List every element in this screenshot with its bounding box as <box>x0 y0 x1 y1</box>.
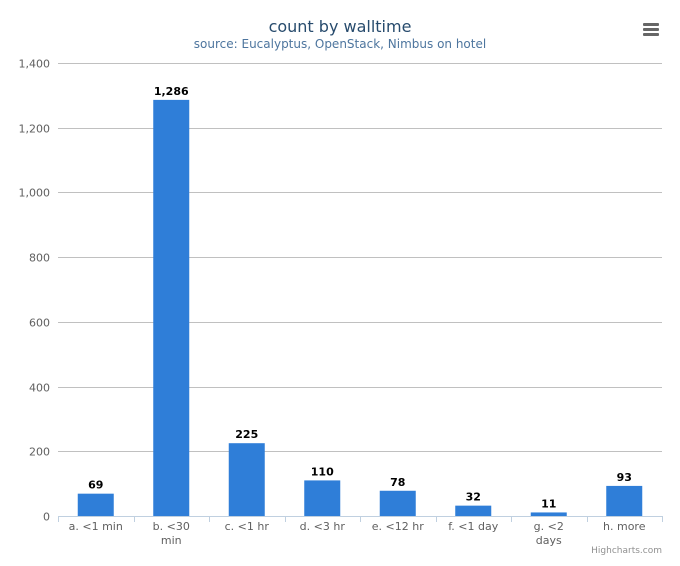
y-tick-label: 1,000 <box>19 187 51 200</box>
x-tick-label: d. <3 hr <box>300 520 346 533</box>
y-tick-label: 1,400 <box>19 58 51 71</box>
y-tick-label: 400 <box>29 382 50 395</box>
data-label: 32 <box>466 491 481 504</box>
data-label: 225 <box>235 428 258 441</box>
chart-title: count by walltime <box>269 17 412 36</box>
chart-subtitle: source: Eucalyptus, OpenStack, Nimbus on… <box>194 37 486 51</box>
x-tick-label: h. more <box>603 520 646 533</box>
data-label: 11 <box>541 497 556 510</box>
grid-lines <box>58 63 663 522</box>
data-label: 1,286 <box>154 85 189 98</box>
x-tick-label: f. <1 day <box>448 520 499 533</box>
bar[interactable] <box>379 490 416 516</box>
bar[interactable] <box>455 505 492 516</box>
y-tick-label: 1,200 <box>19 123 51 136</box>
x-tick-label: e. <12 hr <box>372 520 424 533</box>
data-label: 110 <box>311 465 334 478</box>
x-tick-label: g. <2 days <box>534 520 564 547</box>
bar[interactable] <box>304 480 341 516</box>
x-tick-label: a. <1 min <box>69 520 123 533</box>
y-tick-label: 800 <box>29 252 50 265</box>
credits-link[interactable]: Highcharts.com <box>591 546 662 556</box>
bar[interactable] <box>606 485 643 516</box>
bars <box>77 99 643 516</box>
data-label: 93 <box>617 471 632 484</box>
x-tick-label: c. <1 hr <box>225 520 270 533</box>
bar[interactable] <box>530 512 567 516</box>
data-label: 69 <box>88 479 103 492</box>
bar[interactable] <box>153 99 190 516</box>
data-label: 78 <box>390 476 405 489</box>
y-axis-labels: 0 200 400 600 800 1,000 1,200 1,400 <box>19 58 51 524</box>
data-labels: 69 1,286 225 110 78 32 11 93 <box>88 85 632 511</box>
x-tick-label: b. <30 min <box>153 520 190 547</box>
y-tick-label: 600 <box>29 317 50 330</box>
y-tick-label: 0 <box>43 511 50 524</box>
y-tick-label: 200 <box>29 446 50 459</box>
context-menu-button[interactable] <box>640 20 662 40</box>
menu-icon <box>643 23 659 36</box>
bar[interactable] <box>228 443 265 516</box>
bar[interactable] <box>77 493 114 516</box>
x-axis-labels: a. <1 min b. <30 min c. <1 hr d. <3 hr e. <12… <box>69 520 646 547</box>
